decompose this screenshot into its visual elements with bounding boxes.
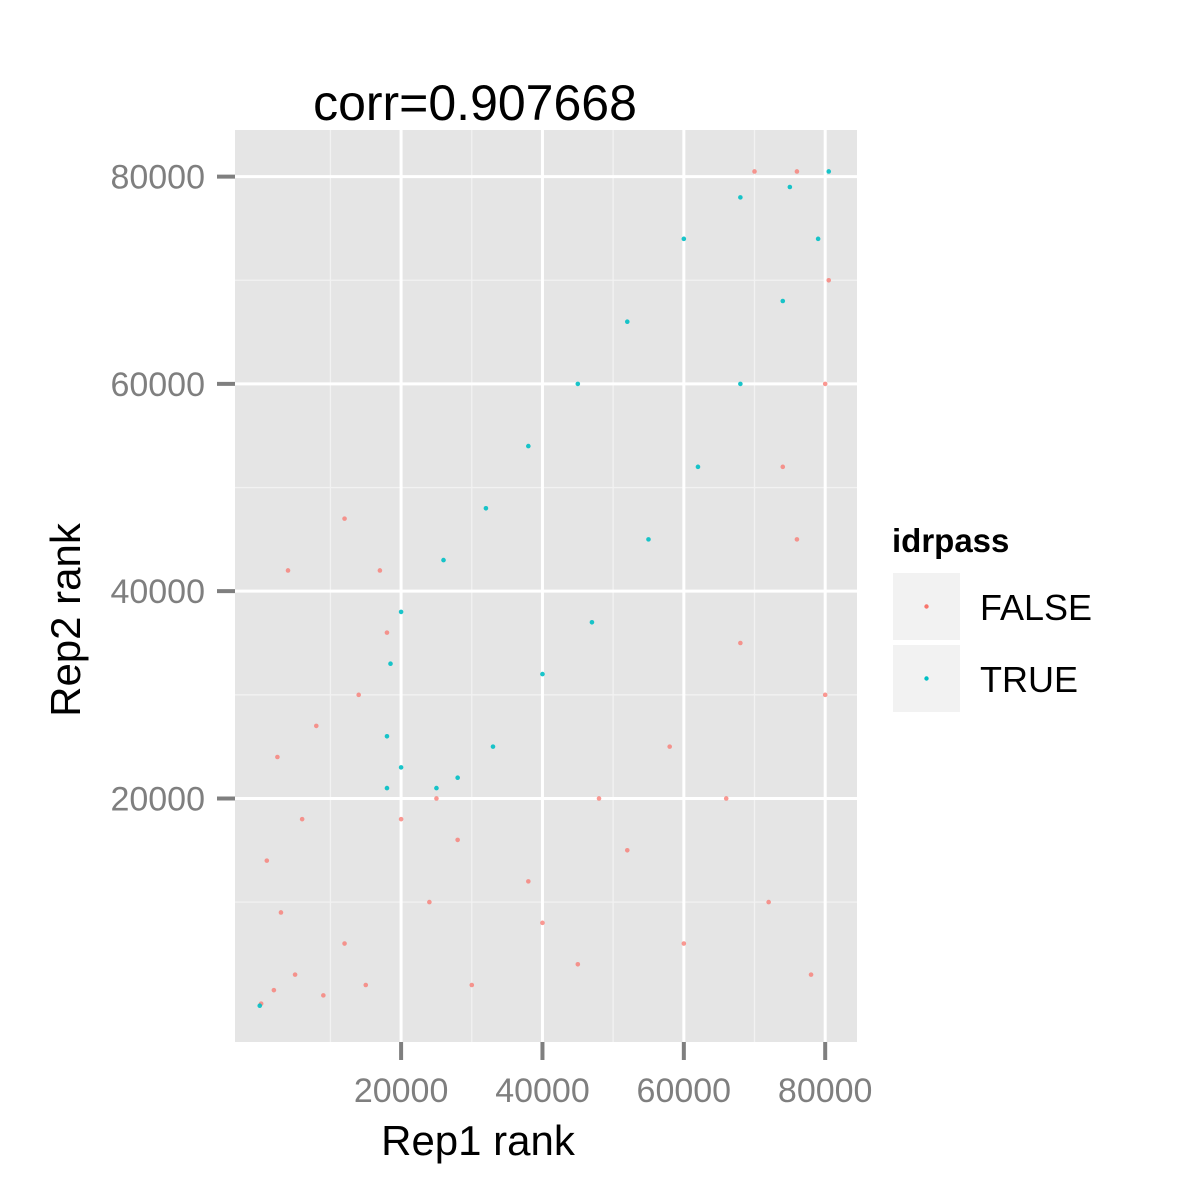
- true-point: [483, 505, 489, 511]
- false-point: [596, 796, 602, 801]
- false-point: [264, 858, 270, 863]
- x-tick-label: 40000: [495, 1072, 590, 1110]
- legend-label-false: FALSE: [980, 587, 1092, 628]
- false-point: [723, 796, 729, 801]
- false-point: [321, 993, 326, 998]
- x-tick-label: 60000: [637, 1072, 732, 1110]
- false-point: [822, 381, 828, 387]
- true-point: [398, 765, 404, 770]
- x-tick-label: 20000: [354, 1072, 449, 1110]
- false-point: [271, 987, 277, 993]
- series-false: [258, 169, 832, 1006]
- axis-ticks: [217, 174, 828, 1060]
- true-point: [826, 169, 832, 174]
- false-point: [526, 879, 531, 884]
- false-point: [342, 941, 347, 946]
- false-point: [540, 920, 545, 926]
- true-point: [384, 733, 390, 739]
- legend: idrpass FALSE TRUE: [892, 522, 1092, 712]
- false-point: [752, 169, 757, 174]
- true-point: [384, 785, 390, 791]
- true-point: [526, 443, 531, 449]
- true-point: [441, 557, 446, 563]
- y-tick-label: 80000: [110, 159, 205, 197]
- false-point: [384, 630, 390, 635]
- y-tick-label: 20000: [110, 780, 205, 818]
- x-tick-labels: 20000 40000 60000 80000: [354, 1072, 873, 1110]
- false-point: [275, 754, 280, 760]
- true-point: [257, 1003, 263, 1009]
- false-point: [808, 972, 814, 977]
- true-point: [490, 744, 496, 749]
- true-point: [589, 619, 595, 625]
- true-point: [388, 661, 393, 667]
- x-axis-label: Rep1 rank: [381, 1117, 576, 1164]
- true-point: [780, 298, 786, 304]
- true-point: [540, 671, 545, 677]
- true-point: [681, 236, 687, 242]
- false-point: [455, 837, 460, 843]
- true-point: [787, 184, 793, 190]
- false-point: [285, 568, 291, 573]
- false-point: [377, 568, 383, 573]
- false-point: [681, 941, 687, 946]
- legend-marker-false: [924, 604, 929, 609]
- true-point: [434, 785, 439, 791]
- false-point: [794, 537, 800, 542]
- false-point: [738, 640, 743, 646]
- true-point: [455, 775, 460, 781]
- legend-label-true: TRUE: [980, 659, 1078, 700]
- series-true: [257, 169, 832, 1009]
- false-point: [363, 982, 369, 988]
- true-point: [575, 381, 581, 387]
- false-point: [356, 692, 361, 698]
- false-point: [575, 961, 581, 967]
- false-point: [766, 899, 771, 905]
- minor-grid: [235, 130, 857, 1042]
- false-point: [794, 169, 800, 174]
- false-point: [822, 692, 828, 698]
- false-point: [292, 972, 298, 977]
- y-tick-label: 60000: [110, 366, 205, 404]
- true-point: [695, 464, 701, 470]
- y-tick-labels: 20000 40000 60000 80000: [110, 159, 205, 819]
- true-point: [624, 319, 630, 325]
- true-point: [398, 609, 404, 615]
- false-point: [826, 277, 832, 283]
- y-axis-label: Rep2 rank: [42, 522, 89, 717]
- x-tick-label: 80000: [778, 1072, 873, 1110]
- major-grid: [235, 130, 857, 1042]
- false-point: [434, 796, 439, 801]
- chart-title: corr=0.907668: [313, 75, 637, 131]
- panel-background: [235, 130, 857, 1042]
- false-point: [398, 816, 404, 822]
- true-point: [738, 195, 743, 200]
- y-tick-label: 40000: [110, 573, 205, 611]
- false-point: [780, 464, 786, 470]
- true-point: [646, 537, 651, 542]
- true-point: [738, 381, 743, 387]
- false-point: [342, 516, 347, 521]
- false-point: [299, 816, 305, 822]
- false-point: [427, 899, 432, 905]
- false-point: [624, 847, 630, 853]
- false-point: [667, 744, 672, 749]
- false-point: [278, 910, 284, 915]
- false-point: [469, 982, 475, 988]
- false-point: [313, 723, 319, 729]
- legend-title: idrpass: [892, 522, 1009, 559]
- legend-marker-true: [924, 676, 929, 681]
- true-point: [815, 236, 821, 242]
